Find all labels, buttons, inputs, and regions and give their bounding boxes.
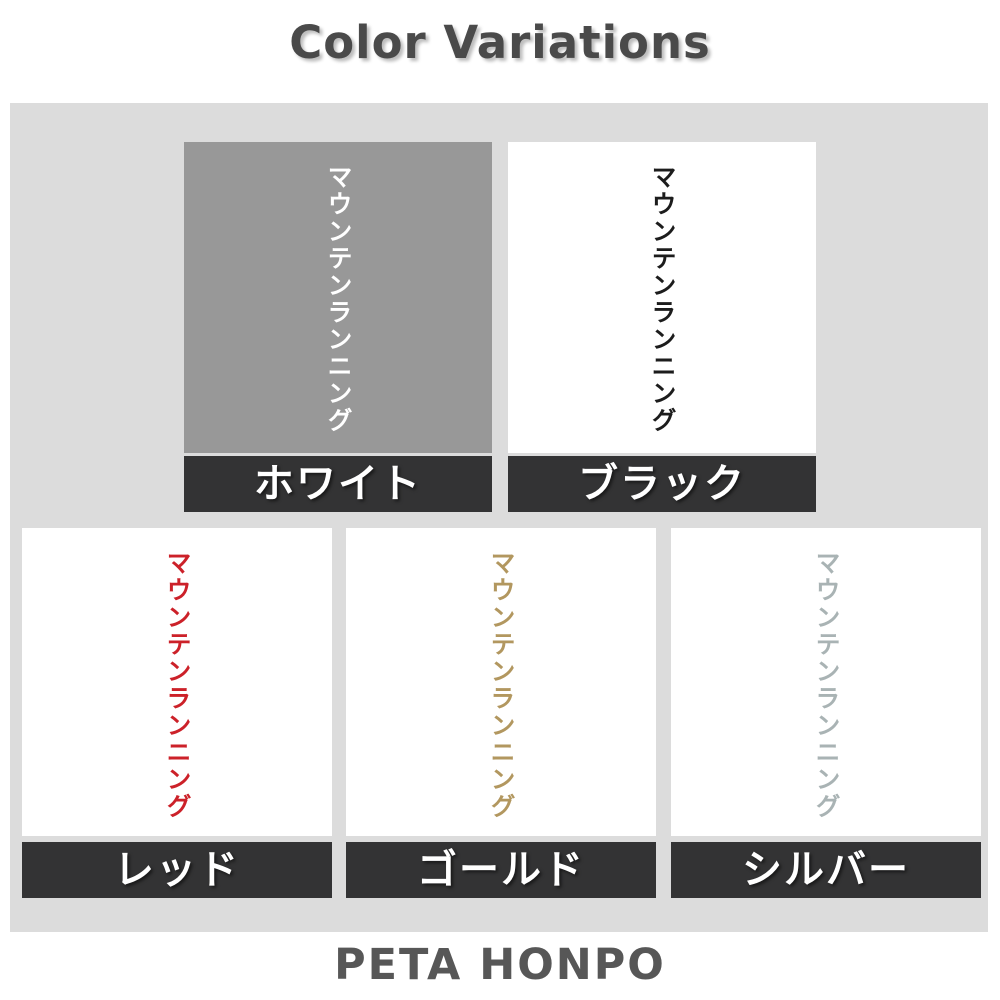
swatch-card-white: マウンテンランニング ホワイト [184,142,492,512]
swatch-label-silver: シルバー [671,842,981,898]
swatch-label-white: ホワイト [184,456,492,512]
shop-name: PETA HONPO [334,940,666,990]
swatch-image-black: マウンテンランニング [508,142,816,453]
swatch-label-black: ブラック [508,456,816,512]
swatch-card-red: マウンテンランニング レッド [22,528,332,898]
swatch-image-silver: マウンテンランニング [671,528,981,836]
product-vertical-text: マウンテンランニング [163,550,192,820]
product-vertical-text: マウンテンランニング [487,550,516,820]
swatch-image-gold: マウンテンランニング [346,528,656,836]
product-vertical-text: マウンテンランニング [648,164,677,434]
swatch-card-silver: マウンテンランニング シルバー [671,528,981,898]
product-vertical-text: マウンテンランニング [324,164,353,434]
swatch-label-gold: ゴールド [346,842,656,898]
swatch-card-black: マウンテンランニング ブラック [508,142,816,512]
color-variations-panel: マウンテンランニング ホワイト マウンテンランニング ブラック マウンテンランニ… [10,103,988,932]
swatch-image-red: マウンテンランニング [22,528,332,836]
product-vertical-text: マウンテンランニング [812,550,841,820]
swatch-card-gold: マウンテンランニング ゴールド [346,528,656,898]
swatch-label-red: レッド [22,842,332,898]
swatch-image-white: マウンテンランニング [184,142,492,453]
page-title: Color Variations [289,16,711,69]
